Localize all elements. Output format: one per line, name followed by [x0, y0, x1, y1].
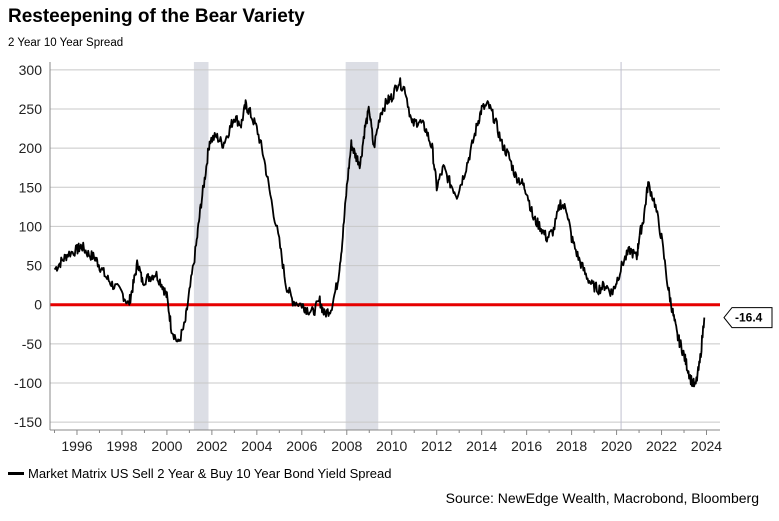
x-tick-label: 2006 — [286, 438, 317, 454]
x-tick-label: 2012 — [421, 438, 452, 454]
x-tick-label: 2020 — [601, 438, 632, 454]
y-tick-label: 50 — [26, 258, 42, 274]
y-tick-label: 300 — [19, 62, 43, 78]
y-tick-label: 100 — [19, 218, 43, 234]
legend-label: Market Matrix US Sell 2 Year & Buy 10 Ye… — [28, 466, 392, 481]
x-tick-label: 2014 — [466, 438, 497, 454]
y-tick-label: -150 — [14, 414, 42, 430]
y-tick-labels: 300 250 200 150 100 50 0 -50 -100 -150 — [14, 62, 42, 430]
x-tick-label: 2018 — [556, 438, 587, 454]
series-polyline — [53, 77, 706, 388]
axes — [49, 62, 720, 435]
recession-bands — [193, 62, 379, 430]
x-tick-labels: 1996 1998 2000 2002 2004 2006 2008 2010 2012 2014… — [61, 438, 722, 454]
series-line — [53, 77, 706, 388]
x-tick-label: 2004 — [241, 438, 272, 454]
x-tick-label: 2022 — [646, 438, 677, 454]
x-tick-label: 2010 — [376, 438, 407, 454]
x-tick-label: 2002 — [196, 438, 227, 454]
source-note: Source: NewEdge Wealth, Macrobond, Bloom… — [445, 490, 759, 506]
legend: Market Matrix US Sell 2 Year & Buy 10 Ye… — [8, 466, 392, 481]
legend-swatch — [8, 472, 24, 475]
recession-band-1 — [345, 62, 379, 430]
last-value-callout: -16.4 — [723, 307, 773, 329]
chart-title: Resteepening of the Bear Variety — [8, 6, 305, 27]
grid-lines — [50, 69, 720, 423]
callout-label: -16.4 — [735, 311, 763, 325]
x-tick-label: 2024 — [691, 438, 722, 454]
x-tick-label: 2016 — [511, 438, 542, 454]
y-tick-label: 150 — [19, 179, 43, 195]
y-tick-label: 0 — [34, 297, 42, 313]
x-tick-label: 1996 — [61, 438, 92, 454]
y-tick-label: -50 — [22, 336, 42, 352]
y-tick-label: 250 — [19, 101, 43, 117]
x-tick-label: 2000 — [151, 438, 182, 454]
callout-box — [723, 307, 773, 329]
x-tick-label: 1998 — [106, 438, 137, 454]
y-tick-label: 200 — [19, 140, 43, 156]
chart-subtitle: 2 Year 10 Year Spread — [8, 37, 124, 49]
recession-band-0 — [193, 62, 209, 430]
y-tick-label: -100 — [14, 375, 42, 391]
x-tick-label: 2008 — [331, 438, 362, 454]
